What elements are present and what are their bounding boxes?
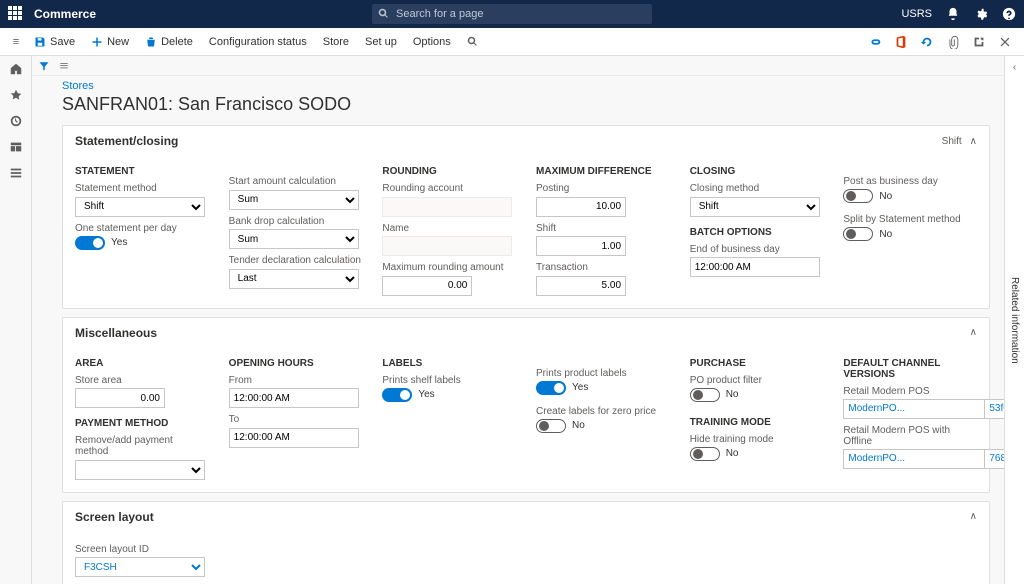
related-info-rail[interactable]: ‹ Related information bbox=[1004, 56, 1024, 584]
panel-header[interactable]: Screen layout∧ bbox=[63, 502, 989, 532]
left-nav-rail bbox=[0, 56, 32, 584]
search-placeholder: Search for a page bbox=[396, 8, 483, 20]
panel-statement-closing: Statement/closing Shift∧ STATEMENT State… bbox=[62, 125, 990, 309]
shelf-labels-toggle[interactable]: Yes bbox=[382, 388, 434, 402]
menu-toggle-icon[interactable]: ≡ bbox=[6, 36, 26, 48]
list-icon[interactable] bbox=[58, 60, 70, 72]
screen-layout-select[interactable]: F3CSH bbox=[75, 557, 205, 577]
store-area-input[interactable] bbox=[75, 388, 165, 408]
payment-method-select[interactable] bbox=[75, 460, 205, 480]
home-icon[interactable] bbox=[9, 62, 23, 76]
favorite-icon[interactable] bbox=[9, 88, 23, 102]
help-icon[interactable] bbox=[1002, 7, 1016, 21]
options-menu[interactable]: Options bbox=[405, 28, 459, 55]
filter-strip bbox=[32, 56, 1004, 76]
attach-icon[interactable] bbox=[946, 35, 960, 49]
breadcrumb[interactable]: Stores bbox=[62, 80, 990, 92]
hide-training-toggle[interactable]: No bbox=[690, 447, 739, 461]
top-header: Commerce Search for a page USRS bbox=[0, 0, 1024, 28]
command-bar: ≡ Save New Delete Configuration status S… bbox=[0, 28, 1024, 56]
search-icon bbox=[378, 8, 390, 20]
panel-header[interactable]: Statement/closing Shift∧ bbox=[63, 126, 989, 156]
opening-to-input[interactable] bbox=[229, 428, 359, 448]
opening-from-input[interactable] bbox=[229, 388, 359, 408]
max-rounding-input[interactable] bbox=[382, 276, 472, 296]
office-icon[interactable] bbox=[894, 35, 908, 49]
search-page-icon[interactable] bbox=[459, 28, 487, 55]
retail-modern-pos-select[interactable] bbox=[843, 399, 977, 419]
zero-labels-toggle[interactable]: No bbox=[536, 419, 585, 433]
eob-input[interactable] bbox=[690, 257, 820, 277]
panel-screen-layout: Screen layout∧ Screen layout ID F3CSH bbox=[62, 501, 990, 584]
page-title: SANFRAN01: San Francisco SODO bbox=[62, 94, 990, 115]
product-labels-toggle[interactable]: Yes bbox=[536, 381, 588, 395]
config-status-button[interactable]: Configuration status bbox=[201, 28, 315, 55]
statement-method-select[interactable]: Shift bbox=[75, 197, 205, 217]
chevron-up-icon: ∧ bbox=[970, 136, 977, 147]
module-icon[interactable] bbox=[9, 166, 23, 180]
link-icon[interactable] bbox=[868, 35, 882, 49]
bank-drop-select[interactable]: Sum bbox=[229, 229, 359, 249]
rounding-name-input[interactable] bbox=[382, 236, 512, 256]
post-business-day-toggle[interactable]: No bbox=[843, 189, 892, 203]
one-statement-toggle[interactable]: Yes bbox=[75, 236, 127, 250]
main-scroll: Stores SANFRAN01: San Francisco SODO Sta… bbox=[32, 56, 1004, 584]
bell-icon[interactable] bbox=[946, 7, 960, 21]
diff-shift-input[interactable] bbox=[536, 236, 626, 256]
new-button[interactable]: New bbox=[83, 28, 137, 55]
closing-method-select[interactable]: Shift bbox=[690, 197, 820, 217]
panel-header[interactable]: Miscellaneous∧ bbox=[63, 318, 989, 348]
recent-icon[interactable] bbox=[9, 114, 23, 128]
refresh-icon[interactable] bbox=[920, 35, 934, 49]
delete-button[interactable]: Delete bbox=[137, 28, 201, 55]
popout-icon[interactable] bbox=[972, 35, 986, 49]
save-button[interactable]: Save bbox=[26, 28, 83, 55]
setup-menu[interactable]: Set up bbox=[357, 28, 405, 55]
gear-icon[interactable] bbox=[974, 7, 988, 21]
po-filter-toggle[interactable]: No bbox=[690, 388, 739, 402]
diff-posting-input[interactable] bbox=[536, 197, 626, 217]
app-launcher-icon[interactable] bbox=[8, 6, 24, 22]
workspace-icon[interactable] bbox=[9, 140, 23, 154]
retail-modern-pos-offline-select[interactable] bbox=[843, 449, 977, 469]
user-label[interactable]: USRS bbox=[901, 8, 932, 20]
tender-decl-select[interactable]: Last bbox=[229, 269, 359, 289]
brand-label: Commerce bbox=[34, 7, 96, 21]
rounding-account-input[interactable] bbox=[382, 197, 512, 217]
panel-miscellaneous: Miscellaneous∧ AREA Store area PAYMENT M… bbox=[62, 317, 990, 493]
related-info-label: Related information bbox=[1009, 277, 1020, 364]
chevron-left-icon: ‹ bbox=[1013, 62, 1016, 73]
store-menu[interactable]: Store bbox=[315, 28, 357, 55]
start-amount-select[interactable]: Sum bbox=[229, 190, 359, 210]
close-icon[interactable] bbox=[998, 35, 1012, 49]
statement-heading: STATEMENT bbox=[75, 166, 209, 177]
split-statement-toggle[interactable]: No bbox=[843, 227, 892, 241]
filter-icon[interactable] bbox=[38, 60, 50, 72]
diff-trans-input[interactable] bbox=[536, 276, 626, 296]
global-search[interactable]: Search for a page bbox=[372, 4, 652, 24]
